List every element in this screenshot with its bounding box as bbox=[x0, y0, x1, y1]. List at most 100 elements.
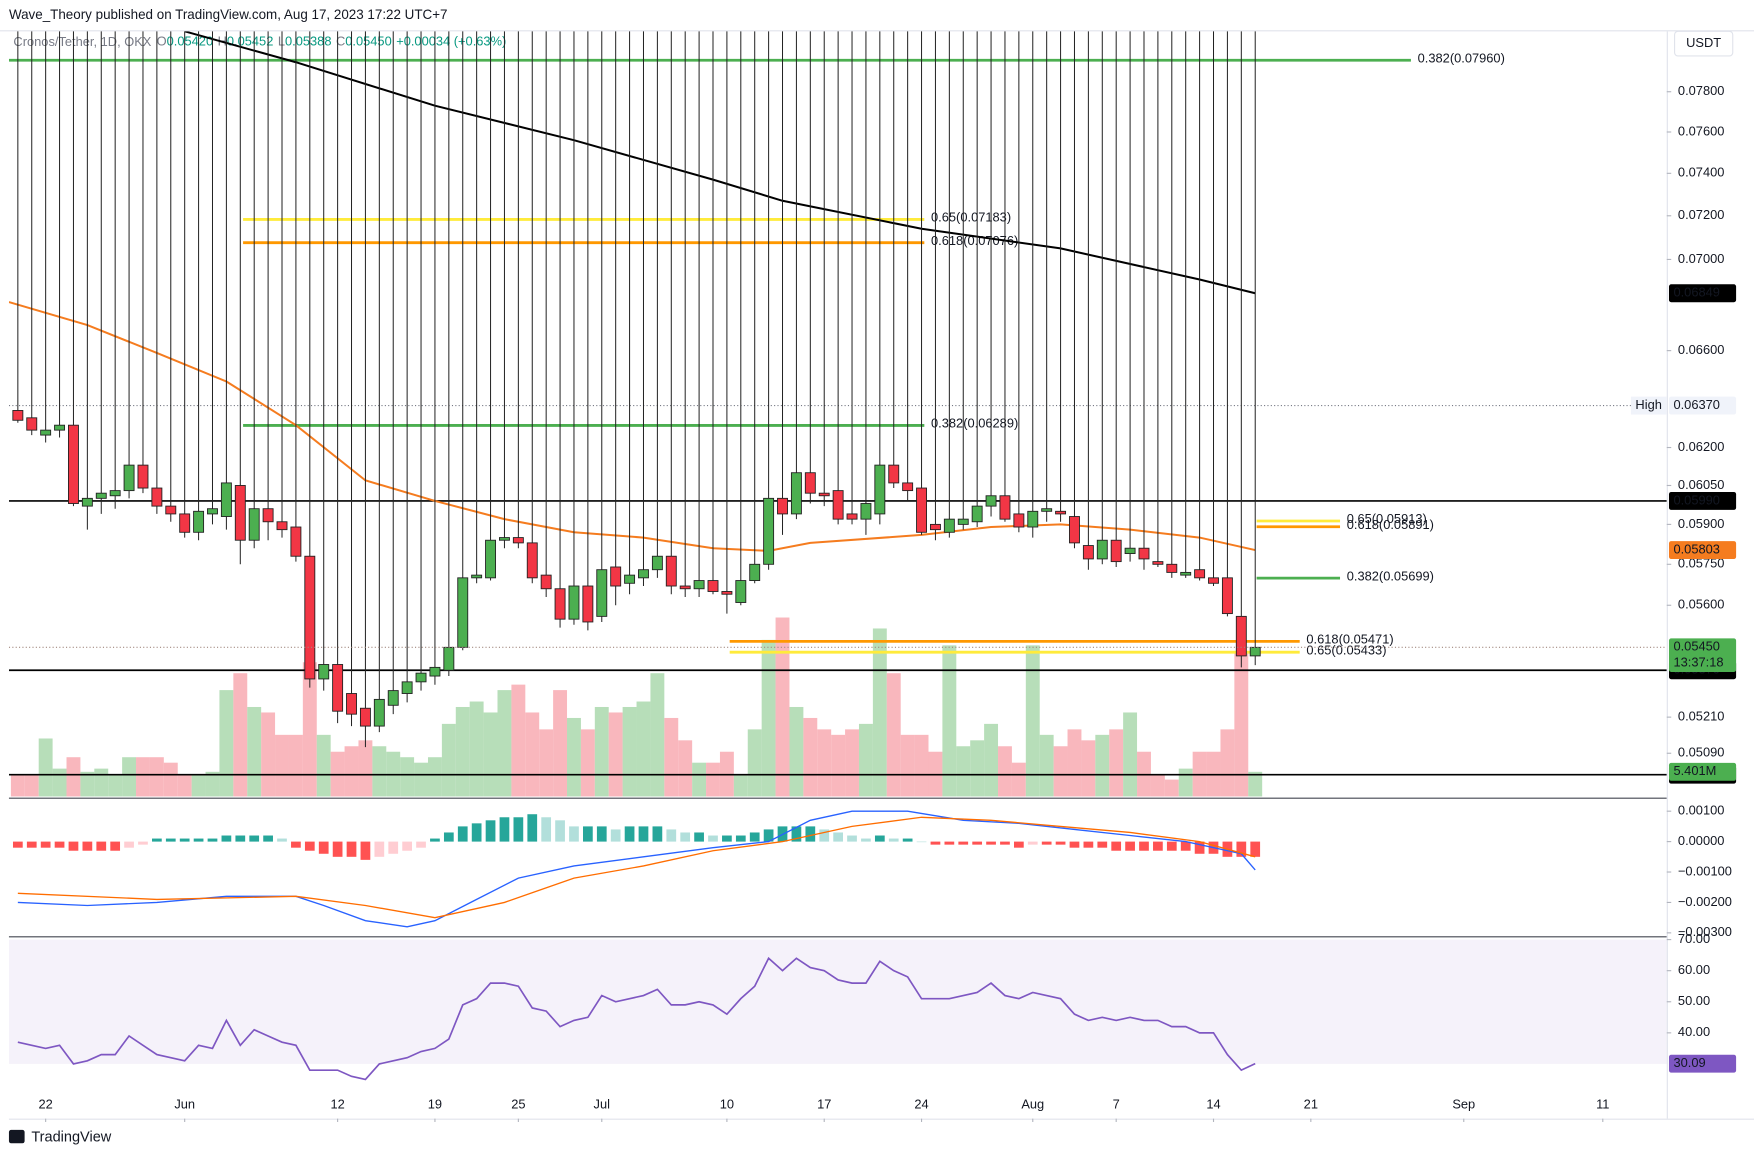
candle-body bbox=[763, 497, 775, 565]
volume-bar bbox=[886, 673, 901, 797]
candle-body bbox=[971, 505, 983, 523]
candle-body bbox=[707, 580, 719, 592]
y-tick-label: 0.07000 bbox=[1678, 251, 1724, 266]
volume-bar bbox=[1220, 729, 1235, 797]
macd-histogram-bar bbox=[1041, 841, 1052, 845]
candle-body bbox=[596, 569, 608, 617]
y-tick-label: 0.06200 bbox=[1678, 439, 1724, 454]
macd-histogram-bar bbox=[555, 820, 565, 842]
candle-body bbox=[165, 505, 177, 515]
candle-body bbox=[1027, 510, 1039, 528]
volume-bar bbox=[594, 706, 609, 797]
logo-icon bbox=[8, 1129, 25, 1144]
candle-body bbox=[902, 482, 914, 492]
candle-body bbox=[610, 566, 622, 587]
fib-label: 0.382(0.05699) bbox=[1347, 568, 1434, 583]
macd-histogram-bar bbox=[388, 841, 399, 854]
volume-bar bbox=[1248, 771, 1263, 797]
y-tick-label: 0.07400 bbox=[1678, 165, 1724, 180]
candle-body bbox=[193, 510, 205, 533]
y-tick-label: 0.06050 bbox=[1678, 477, 1724, 492]
macd-histogram-bar bbox=[986, 841, 996, 845]
macd-histogram-bar bbox=[235, 835, 246, 842]
volume-bar bbox=[1025, 645, 1040, 797]
candle-body bbox=[1208, 577, 1219, 584]
macd-histogram-bar bbox=[138, 841, 148, 845]
macd-histogram-bar bbox=[249, 835, 260, 842]
countdown: 13:37:18 bbox=[1673, 654, 1723, 669]
volume-bar bbox=[539, 729, 554, 797]
volume-bar bbox=[177, 774, 192, 797]
macd-histogram-bar bbox=[277, 838, 287, 842]
macd-histogram-bar bbox=[40, 841, 51, 848]
volume-bar bbox=[733, 774, 748, 797]
volume-bar bbox=[1109, 729, 1124, 797]
candle-body bbox=[346, 693, 357, 715]
ohlc-key: C bbox=[336, 34, 345, 49]
candle-body bbox=[95, 492, 107, 499]
macd-histogram-bar bbox=[944, 841, 955, 845]
candle-body bbox=[777, 497, 788, 515]
volume-bar bbox=[942, 645, 957, 797]
volume-bar bbox=[469, 701, 484, 797]
volume-bar bbox=[650, 673, 665, 797]
currency[interactable]: USDT bbox=[1686, 35, 1721, 50]
candle-body bbox=[220, 482, 232, 517]
macd-histogram-bar bbox=[916, 841, 927, 843]
candle-body bbox=[985, 495, 997, 507]
candle-body bbox=[318, 664, 330, 680]
macd-histogram-bar bbox=[124, 841, 134, 848]
rsi-pane bbox=[8, 939, 1667, 1081]
logo: TradingView bbox=[31, 1129, 111, 1145]
volume-bar bbox=[358, 740, 373, 797]
candle-body bbox=[401, 681, 413, 694]
volume-bar bbox=[525, 712, 540, 797]
volume-bar bbox=[302, 662, 317, 797]
macd-histogram-bar bbox=[304, 841, 315, 851]
macd-histogram-bar bbox=[1097, 841, 1108, 848]
candle-body bbox=[957, 518, 969, 525]
price-label: 30.09 bbox=[1673, 1055, 1705, 1070]
volume-bar bbox=[747, 729, 762, 797]
volume-bar bbox=[1053, 746, 1068, 797]
candle-body bbox=[276, 521, 288, 531]
price-label-box bbox=[1668, 1054, 1737, 1073]
volume-bar bbox=[956, 746, 971, 797]
x-tick-label: 19 bbox=[428, 1097, 442, 1112]
fib-label: 0.618(0.05471) bbox=[1306, 632, 1393, 647]
y-tick-label: −0.00100 bbox=[1678, 863, 1732, 878]
volume-bar bbox=[567, 717, 581, 797]
macd-histogram-bar bbox=[958, 841, 969, 845]
macd-histogram-bar bbox=[499, 817, 510, 842]
currency-button[interactable] bbox=[1674, 30, 1734, 57]
macd-pane bbox=[12, 810, 1261, 928]
macd-histogram-bar bbox=[819, 829, 830, 842]
volume-bar bbox=[789, 706, 804, 797]
volume-bar bbox=[122, 757, 137, 797]
candle-body bbox=[109, 490, 121, 497]
candle-body bbox=[1138, 547, 1150, 560]
candle-body bbox=[1166, 563, 1178, 573]
price-label: 0.05803 bbox=[1673, 541, 1719, 556]
volume-bar bbox=[261, 712, 276, 797]
candle-body bbox=[832, 490, 844, 520]
volume-bar bbox=[858, 723, 873, 797]
macd-histogram-bar bbox=[708, 835, 718, 842]
publisher: Wave_Theory published on TradingView.com… bbox=[9, 7, 448, 22]
volume-bar bbox=[678, 740, 693, 797]
candle-body bbox=[1235, 615, 1247, 657]
macd-histogram-bar bbox=[374, 841, 385, 857]
volume-bar bbox=[136, 757, 150, 797]
volume-bar bbox=[163, 762, 178, 797]
y-tick-label: 0.05090 bbox=[1678, 745, 1724, 760]
price-label-box bbox=[1668, 491, 1737, 510]
price-pane: 0.382(0.07960) 0.65(0.07183) 0.618(0.07076… bbox=[8, 31, 1667, 797]
macd-histogram-bar bbox=[902, 838, 913, 842]
candle-body bbox=[485, 539, 497, 579]
volume-bar bbox=[1164, 779, 1179, 797]
macd-histogram-bar bbox=[443, 832, 454, 842]
candle-body bbox=[471, 574, 483, 579]
volume-bar bbox=[553, 690, 568, 797]
y-tick-label: 0.05600 bbox=[1678, 597, 1724, 612]
candle-body bbox=[846, 513, 858, 520]
